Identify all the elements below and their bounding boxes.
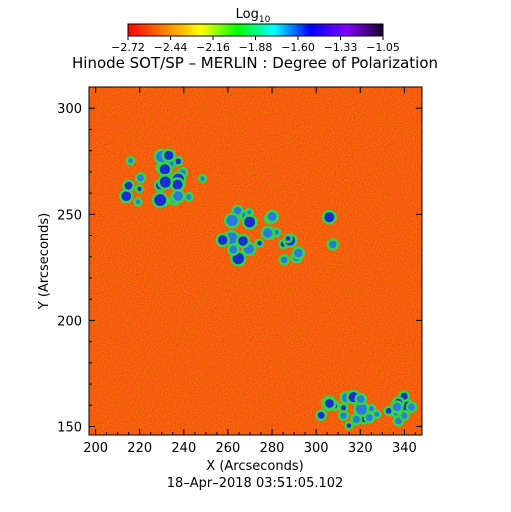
plot-frame [88, 86, 423, 436]
chart-title: Hinode SOT/SP – MERLIN : Degree of Polar… [72, 54, 438, 72]
region-core [325, 399, 334, 408]
region-core [128, 158, 133, 164]
region-core [401, 412, 408, 419]
region-core [392, 402, 402, 412]
region-core [238, 236, 248, 246]
region-core [366, 414, 373, 422]
region-core [172, 179, 183, 190]
colorbar-tick-label: −1.33 [324, 41, 358, 54]
colorbar-ticks: −2.72 −2.44 −2.16 −1.88 −1.60 −1.33 −1.05 [111, 36, 400, 54]
y-tick-label: 150 [57, 421, 82, 436]
region-core [352, 415, 360, 423]
region-core [317, 411, 325, 419]
region-core [233, 207, 242, 215]
heatmap [89, 87, 422, 435]
x-tick-label: 260 [216, 441, 241, 456]
region-core [368, 405, 374, 411]
region-core [355, 403, 368, 415]
region-core [263, 228, 273, 238]
region-core [346, 423, 352, 428]
region-core [247, 210, 252, 215]
colorbar-tick-label: −1.88 [239, 41, 273, 54]
x-tick-label: 300 [304, 441, 329, 456]
region-core [385, 407, 392, 414]
x-tick-label: 200 [83, 441, 108, 456]
x-tick-label: 220 [127, 441, 152, 456]
region-core [164, 150, 174, 160]
region-core [285, 236, 291, 241]
y-tick-label: 250 [57, 208, 82, 223]
region-core [135, 199, 141, 205]
x-axis-label: X (Arcseconds) [206, 459, 303, 474]
colorbar-tick-label: −2.16 [196, 41, 230, 54]
x-tick-label: 240 [171, 441, 196, 456]
region-core [200, 176, 205, 181]
timestamp: 18–Apr–2018 03:51:05.102 [167, 476, 344, 491]
colorbar: Log10 −2.72 −2.44 −2.16 −1.88 −1.60 −1.33 −1.0… [111, 7, 400, 54]
region-core [226, 215, 238, 227]
region-core [229, 245, 238, 254]
colorbar-label: Log10 [236, 7, 271, 25]
region-core [408, 403, 415, 411]
region-core [137, 174, 144, 182]
x-tick-label: 280 [260, 441, 285, 456]
region-core [124, 181, 133, 190]
region-core [340, 412, 347, 419]
colorbar-tick-label: −1.05 [366, 41, 400, 54]
region-core [280, 256, 288, 264]
y-tick-label: 300 [57, 102, 82, 117]
polarization-regions [118, 148, 418, 431]
heatmap-texture [89, 87, 422, 435]
region-core [217, 235, 228, 245]
region-core [137, 186, 142, 191]
region-core [121, 191, 132, 201]
colorbar-bar [127, 23, 384, 37]
region-core [341, 405, 347, 411]
region-core [154, 194, 167, 206]
region-core [294, 248, 303, 258]
region-core [186, 194, 192, 200]
region-core [329, 240, 337, 249]
colorbar-tick-label: −1.60 [281, 41, 315, 54]
region-core [159, 164, 171, 175]
region-core [267, 212, 277, 221]
x-axis-ticks: 200 220 240 260 280 300 320 340 [83, 87, 417, 456]
x-tick-label: 320 [348, 441, 373, 456]
region-core [357, 395, 365, 403]
region-core [324, 212, 335, 223]
colorbar-tick-label: −2.44 [154, 41, 188, 54]
region-core [257, 240, 262, 246]
y-tick-label: 200 [57, 314, 82, 329]
colorbar-tick-label: −2.72 [111, 41, 145, 54]
region-core [175, 158, 182, 165]
y-axis-label: Y (Arcseconds) [37, 213, 52, 310]
region-core [159, 176, 171, 188]
y-axis-ticks: 150 200 250 300 [57, 102, 422, 436]
region-core [244, 216, 256, 228]
x-tick-label: 340 [392, 441, 417, 456]
region-core [173, 191, 183, 201]
region-core [374, 411, 380, 417]
